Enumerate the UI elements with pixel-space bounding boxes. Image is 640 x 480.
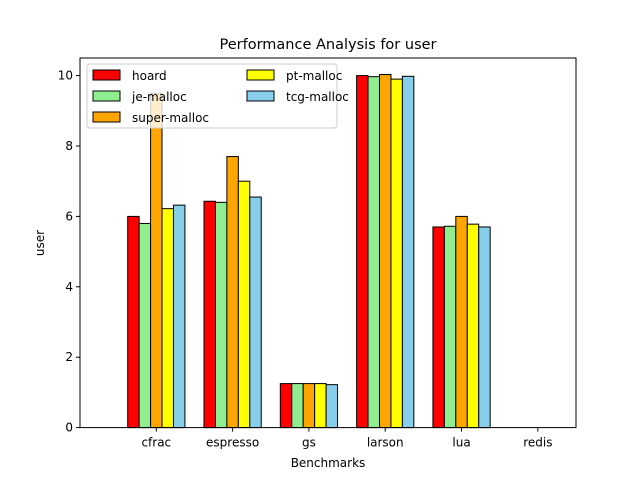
legend-label-pt-malloc: pt-malloc [286, 69, 342, 83]
x-tick-label: espresso [206, 436, 259, 450]
bar-pt-malloc-lua [466, 223, 480, 429]
bar-super-malloc-espresso [226, 156, 239, 429]
x-tick-label: larson [367, 436, 404, 450]
legend-label-super-malloc: super-malloc [132, 111, 209, 125]
y-axis: 0 2 4 6 8 10 [58, 69, 80, 435]
x-tick-label: lua [452, 436, 470, 450]
x-tick-label: gs [302, 436, 316, 450]
bar-tcg-malloc-espresso [249, 196, 262, 429]
legend-swatch-pt-malloc [246, 69, 275, 81]
bar-pt-malloc-gs [314, 383, 327, 429]
y-tick-label: 0 [65, 421, 73, 435]
y-tick-label: 10 [58, 69, 73, 83]
bar-je-malloc-lua [443, 225, 457, 429]
legend-swatch-je-malloc [92, 90, 121, 102]
bar-hoard-cfrac [127, 215, 140, 429]
chart-title: Performance Analysis for user [219, 37, 436, 53]
legend-label-hoard: hoard [132, 69, 167, 83]
x-tick-label: cfrac [141, 436, 171, 450]
bar-hoard-lua [432, 226, 445, 429]
bar-super-malloc-cfrac [150, 92, 163, 429]
legend-swatch-tcg-malloc [246, 90, 275, 102]
bar-hoard-larson [356, 75, 369, 429]
bar-hoard-espresso [203, 200, 216, 429]
bar-pt-malloc-cfrac [161, 208, 174, 429]
y-tick-label: 4 [65, 280, 73, 294]
x-axis: cfrac espresso gs larson lua redis [141, 427, 552, 450]
y-tick-label: 2 [65, 350, 73, 364]
bar-tcg-malloc-lua [478, 226, 491, 429]
bar-je-malloc-gs [291, 383, 304, 429]
bar-pt-malloc-larson [390, 78, 403, 429]
legend-label-tcg-malloc: tcg-malloc [286, 90, 349, 104]
bar-tcg-malloc-cfrac [172, 204, 186, 429]
bar-super-malloc-larson [379, 74, 392, 429]
legend: hoard je-malloc super-malloc pt-malloc tcg-m… [86, 63, 349, 129]
bar-je-malloc-cfrac [138, 222, 152, 429]
plot-frame [79, 57, 577, 429]
bar-pt-malloc-espresso [237, 180, 251, 429]
bar-hoard-gs [279, 383, 293, 429]
bar-je-malloc-espresso [214, 201, 228, 429]
y-tick-label: 6 [65, 209, 73, 223]
x-axis-label: Benchmarks [291, 456, 366, 470]
bar-tcg-malloc-gs [325, 384, 339, 429]
legend-swatch-hoard [92, 69, 121, 81]
bar-je-malloc-larson [367, 76, 381, 429]
bar-super-malloc-gs [302, 383, 316, 429]
legend-swatch-super-malloc [92, 111, 121, 123]
y-tick-label: 8 [65, 139, 73, 153]
bar-super-malloc-lua [455, 215, 468, 429]
x-tick-label: redis [523, 436, 552, 450]
y-axis-label: user [33, 230, 47, 256]
bars-group [127, 74, 491, 429]
bar-tcg-malloc-larson [401, 75, 415, 429]
legend-label-je-malloc: je-malloc [131, 90, 187, 104]
